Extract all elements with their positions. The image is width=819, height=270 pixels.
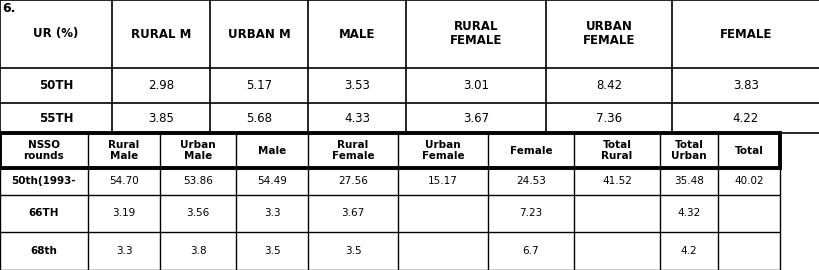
Text: 41.52: 41.52 xyxy=(601,177,631,187)
Text: 5.68: 5.68 xyxy=(246,112,272,124)
Text: 54.70: 54.70 xyxy=(109,177,138,187)
Text: Female: Female xyxy=(509,146,552,156)
Text: 4.33: 4.33 xyxy=(344,112,369,124)
Text: Rural
Female: Rural Female xyxy=(331,140,373,161)
Text: 3.19: 3.19 xyxy=(112,208,135,218)
Text: 35.48: 35.48 xyxy=(673,177,703,187)
Text: Urban
Female: Urban Female xyxy=(421,140,464,161)
Text: 7.23: 7.23 xyxy=(518,208,542,218)
Text: 27.56: 27.56 xyxy=(337,177,368,187)
Text: 15.17: 15.17 xyxy=(428,177,457,187)
Text: 55TH: 55TH xyxy=(38,112,73,124)
Text: 3.3: 3.3 xyxy=(264,208,280,218)
Text: 24.53: 24.53 xyxy=(515,177,545,187)
Text: 68th: 68th xyxy=(30,246,57,256)
Text: NSSO
rounds: NSSO rounds xyxy=(24,140,65,161)
Text: 6.: 6. xyxy=(2,2,16,15)
Text: 3.67: 3.67 xyxy=(341,208,364,218)
Text: Total
Rural: Total Rural xyxy=(600,140,631,161)
Text: 54.49: 54.49 xyxy=(256,177,287,187)
Text: 53.86: 53.86 xyxy=(183,177,213,187)
Text: RURAL M: RURAL M xyxy=(131,28,191,40)
Text: 3.67: 3.67 xyxy=(463,112,488,124)
Text: MALE: MALE xyxy=(338,28,375,40)
Text: 3.8: 3.8 xyxy=(189,246,206,256)
Text: 3.53: 3.53 xyxy=(344,79,369,92)
Text: 50TH: 50TH xyxy=(38,79,73,92)
Text: Rural
Male: Rural Male xyxy=(108,140,139,161)
Text: 6.7: 6.7 xyxy=(522,246,539,256)
Text: URBAN
FEMALE: URBAN FEMALE xyxy=(582,21,635,48)
Text: 4.2: 4.2 xyxy=(680,246,696,256)
Text: UR (%): UR (%) xyxy=(34,28,79,40)
Text: Urban
Male: Urban Male xyxy=(180,140,215,161)
Text: 3.83: 3.83 xyxy=(732,79,758,92)
Text: 50th(1993-: 50th(1993- xyxy=(11,177,76,187)
Text: Total: Total xyxy=(734,146,762,156)
Text: 4.32: 4.32 xyxy=(676,208,699,218)
Text: 3.5: 3.5 xyxy=(264,246,280,256)
Text: FEMALE: FEMALE xyxy=(719,28,771,40)
Text: 66TH: 66TH xyxy=(29,208,59,218)
Text: 5.17: 5.17 xyxy=(246,79,272,92)
Text: 40.02: 40.02 xyxy=(733,177,762,187)
Text: RURAL
FEMALE: RURAL FEMALE xyxy=(450,21,501,48)
Text: 3.5: 3.5 xyxy=(344,246,361,256)
Text: 3.85: 3.85 xyxy=(148,112,174,124)
Text: 3.3: 3.3 xyxy=(115,246,132,256)
Text: 3.01: 3.01 xyxy=(463,79,488,92)
Text: 4.22: 4.22 xyxy=(732,112,758,124)
Text: Total
Urban: Total Urban xyxy=(671,140,706,161)
Bar xyxy=(0,133,779,168)
Text: 2.98: 2.98 xyxy=(147,79,174,92)
Text: URBAN M: URBAN M xyxy=(228,28,290,40)
Text: 3.56: 3.56 xyxy=(186,208,210,218)
Text: Male: Male xyxy=(257,146,286,156)
Text: 7.36: 7.36 xyxy=(595,112,622,124)
Text: 8.42: 8.42 xyxy=(595,79,622,92)
